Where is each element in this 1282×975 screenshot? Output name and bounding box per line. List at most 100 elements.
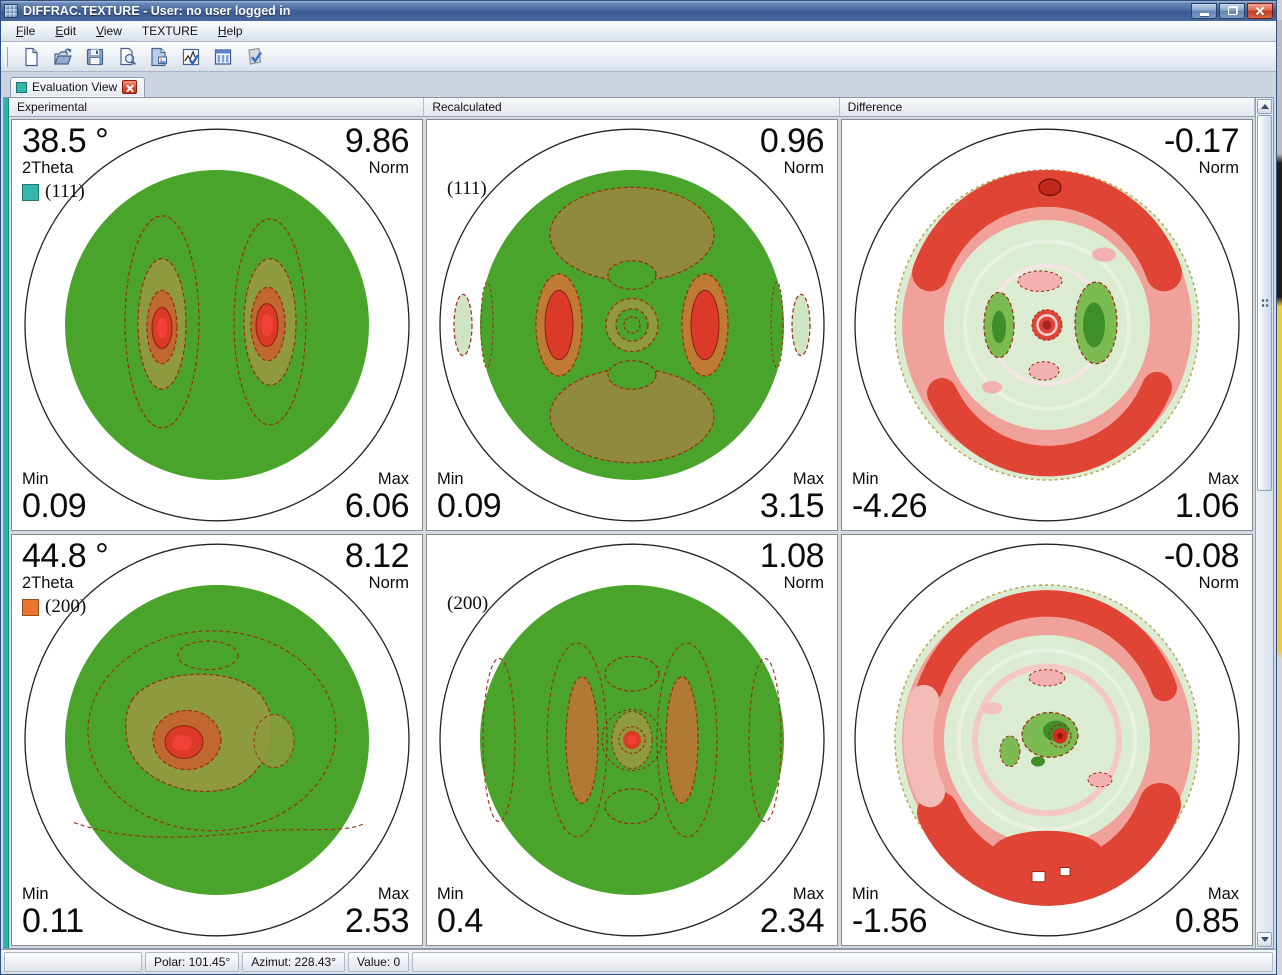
panel-topright-labels: 1.08 Norm bbox=[759, 537, 825, 593]
phase-color-swatch bbox=[22, 183, 39, 201]
max-value: 0.85 bbox=[1174, 901, 1240, 940]
column-header-recalculated[interactable]: Recalculated bbox=[424, 98, 840, 116]
panel-min: Min 0.4 bbox=[437, 885, 483, 939]
min-label: Min bbox=[22, 469, 49, 488]
status-azimut: Azimut: 228.43° bbox=[242, 952, 346, 972]
max-label: Max bbox=[792, 884, 824, 903]
save-button[interactable] bbox=[81, 44, 108, 70]
menu-view[interactable]: View bbox=[96, 24, 122, 38]
norm-label: Norm bbox=[368, 159, 409, 178]
min-label: Min bbox=[437, 884, 464, 903]
panel-min: Min 0.11 bbox=[22, 885, 84, 939]
max-label: Max bbox=[1207, 884, 1239, 903]
phase-legend: (111) bbox=[22, 181, 108, 203]
pole-figure-grid: 38.5 ° 2Theta (111) 9.86 Norm Min 0.09 bbox=[9, 117, 1255, 948]
min-value: -4.26 bbox=[852, 486, 928, 525]
norm-label: Norm bbox=[783, 574, 824, 593]
panel-topright-labels: 9.86 Norm bbox=[344, 122, 410, 178]
pole-figure-exp-200[interactable]: 44.8 ° 2Theta (200) 8.12 Norm Min 0.11 bbox=[11, 534, 423, 946]
scroll-down-button[interactable] bbox=[1257, 932, 1272, 947]
phase-color-swatch bbox=[22, 598, 39, 616]
status-pane-fill bbox=[412, 952, 1273, 972]
open-file-icon bbox=[53, 48, 72, 65]
max-label: Max bbox=[1207, 469, 1239, 488]
pole-figure-diff-111[interactable]: -0.17 Norm Min -4.26 Max 1.06 bbox=[841, 119, 1253, 531]
scroll-up-button[interactable] bbox=[1257, 99, 1272, 114]
pole-figure-rec-200[interactable]: (200) 1.08 Norm Min 0.4 Max 2.34 bbox=[426, 534, 838, 946]
norm-value: 9.86 bbox=[344, 122, 410, 160]
min-label: Min bbox=[852, 884, 879, 903]
panel-topright-labels: -0.17 Norm bbox=[1164, 122, 1240, 178]
min-value: 0.4 bbox=[437, 901, 483, 940]
table-view-button[interactable] bbox=[209, 44, 236, 70]
table-view-icon bbox=[214, 48, 231, 65]
close-icon bbox=[1255, 6, 1265, 16]
panel-max: Max 2.34 bbox=[760, 884, 825, 939]
menu-texture[interactable]: TEXTURE bbox=[141, 24, 198, 38]
pole-figure-plot bbox=[24, 543, 410, 937]
scrollbar-grip-icon bbox=[1260, 298, 1269, 308]
norm-value: 0.96 bbox=[759, 122, 825, 160]
norm-label: Norm bbox=[1198, 574, 1239, 593]
pole-figure-exp-111[interactable]: 38.5 ° 2Theta (111) 9.86 Norm Min 0.09 bbox=[11, 119, 423, 531]
norm-label: Norm bbox=[368, 574, 409, 593]
panel-min: Min 0.09 bbox=[22, 469, 87, 525]
phase-legend: (200) bbox=[22, 596, 108, 618]
min-value: 0.09 bbox=[22, 486, 87, 525]
norm-value: 8.12 bbox=[344, 537, 410, 575]
close-button[interactable] bbox=[1247, 3, 1273, 19]
two-theta-value: 38.5 ° bbox=[22, 122, 109, 160]
title-bar[interactable]: DIFFRAC.TEXTURE - User: no user logged i… bbox=[1, 1, 1276, 21]
panel-min: Min -4.26 bbox=[852, 470, 928, 525]
minimize-icon bbox=[1199, 12, 1209, 16]
pole-figure-plot bbox=[439, 128, 825, 522]
tab-evaluation-view[interactable]: Evaluation View bbox=[10, 77, 146, 97]
toolbar bbox=[1, 42, 1276, 72]
norm-value: -0.08 bbox=[1164, 537, 1240, 575]
max-label: Max bbox=[377, 469, 409, 488]
panel-min: Min -1.56 bbox=[852, 884, 928, 939]
panel-max: Max 6.06 bbox=[345, 469, 410, 524]
menu-file[interactable]: File bbox=[16, 24, 36, 38]
minimize-button[interactable] bbox=[1191, 3, 1217, 19]
validate-button[interactable] bbox=[241, 44, 268, 70]
panel-topright-labels: 8.12 Norm bbox=[344, 537, 410, 593]
dock-accent-strip bbox=[4, 98, 9, 948]
new-file-button[interactable] bbox=[17, 44, 44, 70]
norm-value: -0.17 bbox=[1164, 122, 1240, 160]
pole-figure-diff-200[interactable]: -0.08 Norm Min -1.56 Max 0.85 bbox=[841, 534, 1253, 946]
print-preview-button[interactable] bbox=[113, 44, 140, 70]
panel-topleft-labels: 44.8 ° 2Theta (200) bbox=[22, 538, 109, 618]
restore-button[interactable] bbox=[1219, 3, 1245, 19]
window-controls bbox=[1191, 3, 1273, 19]
validate-icon bbox=[247, 47, 262, 65]
menu-edit[interactable]: Edit bbox=[55, 24, 77, 38]
desktop-background-strip bbox=[1276, 20, 1282, 975]
min-label: Min bbox=[437, 469, 464, 488]
column-header-difference[interactable]: Difference bbox=[840, 98, 1255, 116]
chevron-down-icon bbox=[1260, 937, 1269, 942]
open-file-button[interactable] bbox=[49, 44, 76, 70]
max-value: 3.15 bbox=[759, 486, 825, 525]
pole-figure-rec-111[interactable]: (111) 0.96 Norm Min 0.09 Max 3.15 bbox=[426, 119, 838, 531]
norm-value: 1.08 bbox=[759, 537, 825, 575]
tab-strip: Evaluation View bbox=[1, 72, 1276, 97]
pole-figure-plot bbox=[24, 128, 410, 522]
panel-max: Max 2.53 bbox=[345, 885, 410, 939]
min-value: 0.09 bbox=[437, 486, 502, 525]
menu-help[interactable]: Help bbox=[217, 24, 243, 38]
column-header-experimental[interactable]: Experimental bbox=[9, 98, 425, 116]
scrollbar-thumb[interactable] bbox=[1257, 115, 1272, 491]
panel-topright-labels: -0.08 Norm bbox=[1164, 537, 1240, 593]
evaluation-view-icon bbox=[16, 81, 27, 93]
evaluation-chart-icon bbox=[182, 48, 199, 66]
pole-figure-area: Experimental Recalculated Difference bbox=[9, 98, 1255, 948]
evaluation-chart-button[interactable] bbox=[177, 44, 204, 70]
tab-close-icon[interactable] bbox=[122, 80, 138, 94]
app-icon bbox=[4, 4, 18, 18]
export-image-button[interactable] bbox=[145, 44, 172, 70]
pole-figure-plot bbox=[854, 543, 1240, 937]
hkl-label: (111) bbox=[447, 178, 487, 199]
vertical-scrollbar[interactable] bbox=[1255, 98, 1273, 948]
